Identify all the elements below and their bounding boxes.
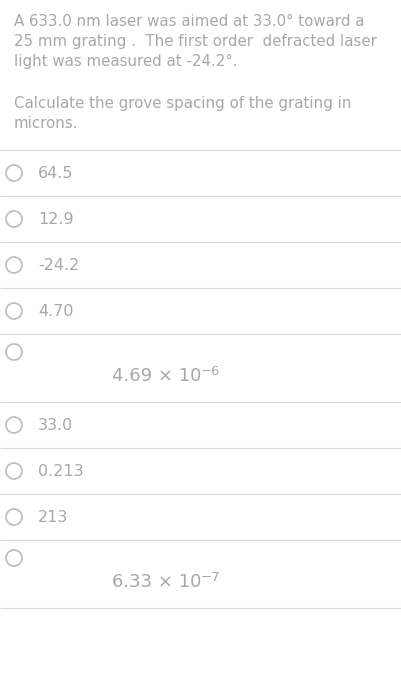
- Text: Calculate the grove spacing of the grating in: Calculate the grove spacing of the grati…: [14, 96, 352, 111]
- Text: microns.: microns.: [14, 116, 79, 131]
- Text: 33.0: 33.0: [38, 417, 73, 433]
- Text: 12.9: 12.9: [38, 211, 74, 227]
- Text: 213: 213: [38, 510, 69, 524]
- Text: 4.70: 4.70: [38, 304, 73, 318]
- Text: −6: −6: [201, 365, 221, 378]
- Text: 64.5: 64.5: [38, 165, 73, 181]
- Text: 0.213: 0.213: [38, 463, 84, 479]
- Text: −7: −7: [201, 570, 221, 584]
- Text: light was measured at -24.2°.: light was measured at -24.2°.: [14, 54, 237, 69]
- Text: A 633.0 nm laser was aimed at 33.0° toward a: A 633.0 nm laser was aimed at 33.0° towa…: [14, 14, 365, 29]
- Text: 25 mm grating .  The first order  defracted laser: 25 mm grating . The first order defracte…: [14, 34, 377, 49]
- Text: 6.33 × 10: 6.33 × 10: [111, 573, 201, 592]
- Text: 4.69 × 10: 4.69 × 10: [111, 368, 201, 385]
- Text: -24.2: -24.2: [38, 258, 79, 272]
